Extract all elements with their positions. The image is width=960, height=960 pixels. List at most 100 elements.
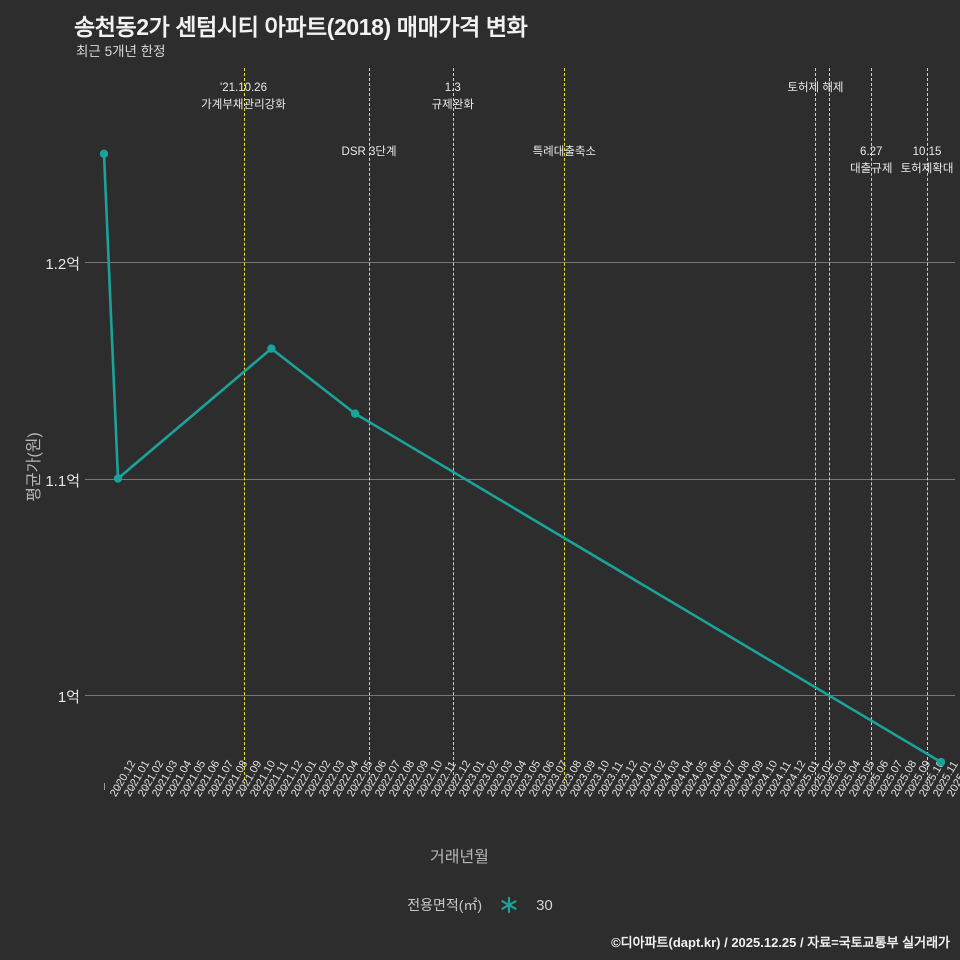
x-axis-tick: [257, 783, 259, 790]
x-axis-tick: [410, 783, 412, 790]
event-label: 10.15 토허제확대: [901, 144, 954, 177]
y-axis-title: 평균가(원): [26, 432, 43, 502]
x-axis-tick: [885, 783, 887, 790]
event-vline: [829, 68, 831, 790]
x-axis-tick: [243, 783, 245, 790]
data-point[interactable]: [113, 474, 123, 483]
x-axis-tick: [159, 783, 161, 790]
data-point[interactable]: [99, 149, 109, 158]
x-axis-tick: [606, 783, 608, 790]
event-label-text: 규제완화: [431, 98, 474, 111]
gridline: [85, 478, 955, 480]
x-axis-tick: [522, 783, 524, 790]
x-axis-tick: [327, 783, 329, 790]
event-vline: [243, 68, 245, 790]
y-axis-tick: 1.1억: [0, 470, 80, 490]
x-axis-tick: [452, 783, 454, 790]
data-point[interactable]: [936, 757, 946, 767]
x-axis-tick: [229, 783, 231, 790]
event-label-date: 1.3: [444, 82, 461, 94]
legend-entry-label: 30: [536, 896, 553, 914]
event-label-date: '21.10.26: [220, 82, 267, 94]
x-axis-tick: [564, 783, 566, 790]
x-axis-tick: [703, 783, 705, 790]
event-vline: [815, 68, 817, 790]
x-axis-tick: [662, 783, 663, 790]
x-axis-tick: [438, 783, 440, 790]
x-axis-tick: [355, 783, 357, 790]
x-axis-tick: [187, 783, 189, 790]
x-axis-tick: [675, 783, 677, 790]
event-label: 토허제 해제: [787, 80, 843, 97]
event-label-text: 토허제 해제: [787, 82, 844, 94]
y-axis-tick: 1억: [0, 686, 80, 706]
x-axis-tick: [536, 783, 538, 790]
legend-title: 전용면적(㎡): [407, 897, 483, 913]
event-vline: [369, 68, 371, 790]
x-axis-tick: [215, 783, 217, 790]
event-vline: [927, 68, 929, 790]
x-axis-tick: [731, 783, 733, 790]
x-axis-tick: [396, 783, 398, 790]
x-axis-tick: [104, 783, 105, 790]
x-axis-tick: [857, 783, 859, 790]
x-axis-tick: [480, 783, 482, 790]
x-axis-tick: [466, 783, 468, 790]
event-label-date: 10.15: [912, 146, 942, 158]
x-axis-tick: [299, 783, 301, 790]
x-axis-tick: [145, 783, 147, 790]
event-label-text: 가계부채관리강화: [201, 98, 286, 111]
event-vline: [871, 68, 873, 790]
x-axis-tick: [285, 783, 287, 790]
data-point[interactable]: [350, 409, 360, 418]
x-axis-tick: [494, 783, 496, 790]
x-axis-tick: [592, 783, 594, 790]
event-label: DSR 3단계: [342, 144, 397, 161]
event-label: 6.27 대출규제: [850, 144, 892, 177]
event-label-date: 6.27: [860, 146, 883, 158]
page-title: 송천동2가 센텀시티 아파트(2018) 매매가격 변화: [74, 14, 528, 40]
x-axis-tick: [271, 783, 273, 790]
event-label-text: 토허제확대: [900, 162, 954, 175]
x-axis-tick: [383, 783, 384, 790]
x-axis-tick: [550, 783, 552, 790]
event-label-text: 특례대출축소: [532, 146, 597, 158]
x-axis-tick: [424, 783, 426, 790]
event-label: 특례대출축소: [533, 144, 596, 161]
x-axis-tick: [745, 783, 747, 790]
series-line: [102, 152, 943, 764]
x-axis-tick: [759, 783, 761, 790]
x-axis-tick: [117, 783, 119, 790]
x-axis-tick: [801, 783, 803, 790]
event-label: '21.10.26 가계부채관리강화: [201, 80, 286, 113]
x-axis-title: 거래년월: [430, 849, 489, 866]
footer-credit: ©디아파트(dapt.kr) / 2025.12.25 / 자료=국토교통부 실…: [611, 935, 950, 950]
event-label-text: 대출규제: [850, 162, 893, 175]
x-axis-tick: [201, 783, 203, 790]
gridline: [85, 695, 955, 696]
x-axis-tick: [899, 783, 901, 790]
x-axis-tick: [620, 783, 622, 790]
y-axis-tick-label: 1.1억: [45, 472, 80, 490]
data-point[interactable]: [267, 344, 276, 353]
event-label: 1.3 규제완화: [432, 80, 474, 113]
x-axis-tick: [773, 783, 775, 790]
event-vline: [564, 68, 566, 790]
x-axis-tick: [717, 783, 719, 790]
y-axis-tick-label: 1억: [57, 689, 80, 706]
x-axis-tick: [787, 783, 789, 790]
x-axis-tick: [927, 783, 929, 790]
legend: 전용면적(㎡) 30: [0, 895, 960, 915]
x-axis-tick: [634, 783, 636, 790]
x-axis-tick: [173, 783, 175, 790]
gridline: [85, 262, 955, 263]
x-axis-tick: [648, 783, 650, 790]
x-axis-tick: [913, 783, 915, 790]
y-axis-tick: 1.2억: [0, 253, 80, 273]
x-axis-tick: [508, 783, 510, 790]
x-axis-tick: [689, 783, 691, 790]
asterisk-marker-icon: [496, 896, 522, 914]
